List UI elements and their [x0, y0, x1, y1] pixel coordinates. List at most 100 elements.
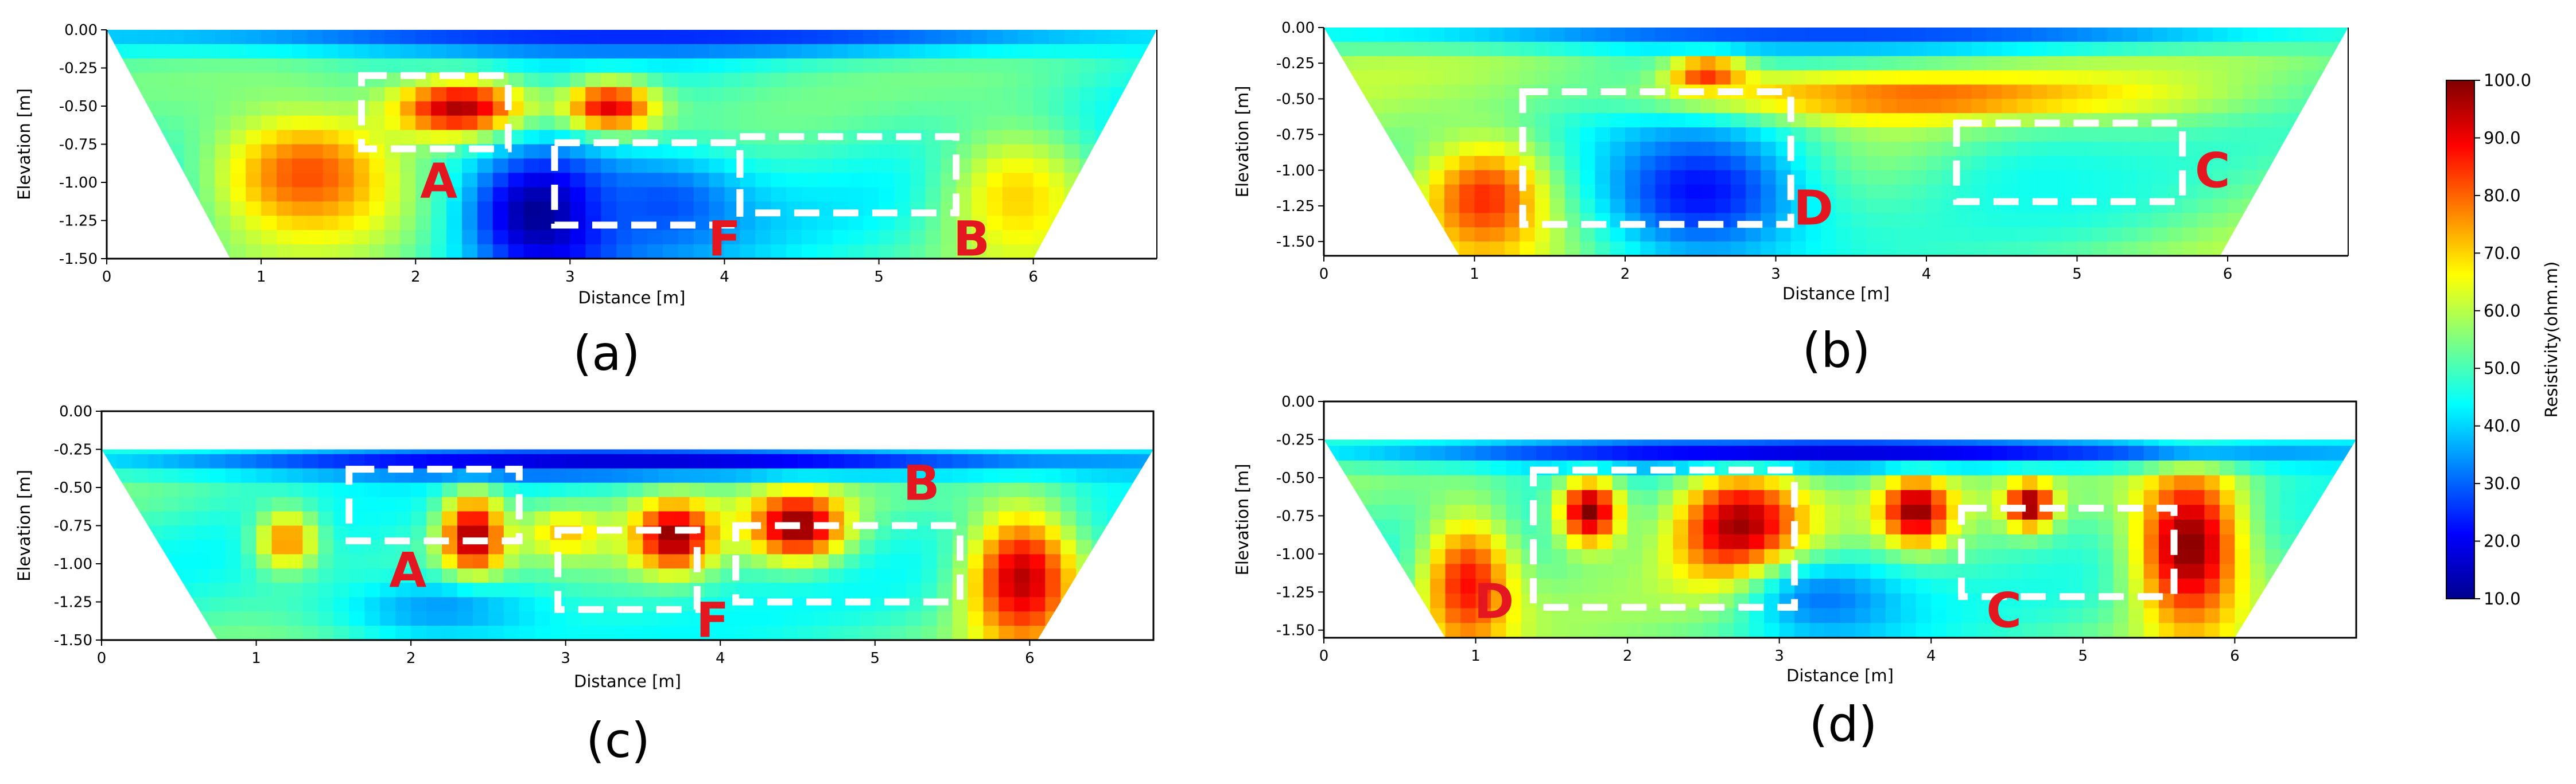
heatmap-cell [813, 611, 829, 627]
heatmap-cell [508, 201, 524, 217]
heatmap-cell [277, 158, 293, 174]
heatmap-cell [1866, 142, 1882, 157]
heatmap-cell [148, 426, 164, 440]
heatmap-cell [349, 426, 365, 440]
heatmap-cell [2288, 56, 2304, 71]
heatmap-cell [1896, 56, 1912, 71]
heatmap-cell [2022, 490, 2038, 506]
heatmap-cell [2113, 623, 2130, 638]
heatmap-cell [323, 144, 339, 159]
heatmap-cell [1582, 608, 1598, 624]
heatmap-cell [1138, 540, 1153, 555]
heatmap-cell [844, 454, 860, 469]
heatmap-cell [1896, 113, 1912, 128]
heatmap-cell [1369, 520, 1385, 535]
heatmap-cell [1764, 564, 1780, 579]
heatmap-cell [1794, 446, 1810, 461]
heatmap-cell [1931, 564, 1947, 579]
heatmap-cell [693, 187, 710, 202]
heatmap-cell [921, 554, 938, 570]
heatmap-cell [1610, 70, 1626, 85]
heatmap-cell [431, 101, 448, 116]
heatmap-cell [1613, 401, 1628, 417]
heatmap-cell [1045, 511, 1062, 526]
heatmap-cell [2228, 170, 2244, 185]
heatmap-cell [2047, 84, 2063, 100]
heatmap-cell [1885, 534, 1902, 550]
heatmap-cell [2326, 439, 2342, 447]
heatmap-cell [442, 611, 458, 627]
heatmap-cell [1384, 461, 1401, 476]
heatmap-cell [1506, 475, 1522, 491]
heatmap-cell [1095, 44, 1112, 59]
heatmap-cell [400, 187, 417, 202]
heatmap-cell [1640, 99, 1656, 114]
heatmap-cell [1505, 70, 1521, 85]
heatmap-cell [508, 58, 524, 73]
heatmap-cell [1354, 41, 1370, 57]
heatmap-cell [1987, 70, 2003, 85]
heatmap-cell [411, 411, 427, 426]
heatmap-cell [1414, 41, 1430, 57]
y-tick-label: 0.00 [64, 22, 98, 39]
heatmap-cell [1429, 28, 1445, 42]
heatmap-cell [844, 540, 860, 555]
heatmap-cell [1688, 475, 1704, 491]
heatmap-cell [1718, 549, 1735, 565]
heatmap-cell [477, 244, 494, 259]
heatmap-cell [2265, 564, 2281, 579]
heatmap-cell [2295, 549, 2311, 565]
heatmap-cell [147, 454, 164, 469]
heatmap-cell [1746, 70, 1762, 85]
heatmap-cell [1429, 41, 1445, 57]
heatmap-cell [1110, 101, 1127, 116]
heatmap-cell [910, 101, 926, 116]
heatmap-cell [2189, 520, 2205, 535]
heatmap-cell [2288, 99, 2304, 114]
heatmap-cell [2189, 549, 2205, 565]
heatmap-cell [554, 101, 571, 116]
heatmap-cell [1851, 84, 1867, 100]
heatmap-cell [2007, 439, 2023, 447]
heatmap-cell [1749, 475, 1765, 491]
heatmap-cell [906, 611, 922, 627]
heatmap-cell [2137, 170, 2153, 185]
heatmap-cell [184, 187, 200, 202]
heatmap-cell [1685, 198, 1701, 214]
heatmap-cell [519, 568, 535, 584]
heatmap-cell [2197, 127, 2213, 142]
heatmap-cell [832, 216, 849, 231]
heatmap-cell [1354, 608, 1370, 624]
heatmap-cell [952, 468, 969, 483]
heatmap-cell [674, 497, 690, 512]
heatmap-cell [122, 144, 138, 159]
heatmap-cell [1610, 56, 1626, 71]
heatmap-cell [415, 173, 432, 188]
heatmap-cell [446, 230, 463, 245]
heatmap-cell [1730, 99, 1746, 114]
heatmap-cell [415, 244, 432, 259]
heatmap-cell [1138, 411, 1154, 426]
heatmap-cell [1580, 99, 1596, 114]
x-tick-label: 0 [1319, 648, 1329, 665]
heatmap-cell [2303, 155, 2319, 171]
heatmap-cell [1971, 213, 1987, 228]
heatmap-cell [952, 449, 969, 455]
heatmap-cell [225, 468, 242, 483]
heatmap-cell [102, 468, 118, 483]
heatmap-cell [906, 554, 922, 570]
heatmap-cell [1489, 70, 1505, 85]
heatmap-cell [2249, 549, 2266, 565]
heatmap-cell [1658, 475, 1674, 491]
heatmap-cell [2052, 490, 2069, 506]
heatmap-cell [2310, 549, 2327, 565]
heatmap-cell [828, 449, 845, 455]
heatmap-cell [1916, 520, 1932, 535]
heatmap-cell [612, 540, 628, 555]
heatmap-cell [178, 511, 195, 526]
heatmap-cell [647, 144, 663, 159]
heatmap-cell [662, 201, 679, 217]
heatmap-cell [832, 58, 849, 73]
heatmap-cell [1399, 56, 1415, 71]
heatmap-cell [2077, 227, 2093, 243]
